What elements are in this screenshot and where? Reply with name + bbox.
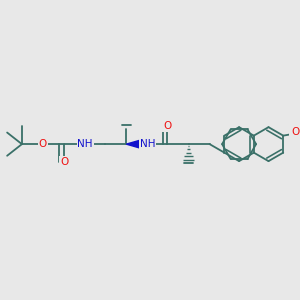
Text: O: O bbox=[39, 139, 47, 149]
Text: O: O bbox=[163, 121, 172, 131]
Text: NH: NH bbox=[140, 139, 155, 149]
Polygon shape bbox=[126, 140, 142, 148]
Text: O: O bbox=[60, 157, 68, 167]
Text: O: O bbox=[292, 128, 300, 137]
Text: NH: NH bbox=[77, 139, 93, 149]
